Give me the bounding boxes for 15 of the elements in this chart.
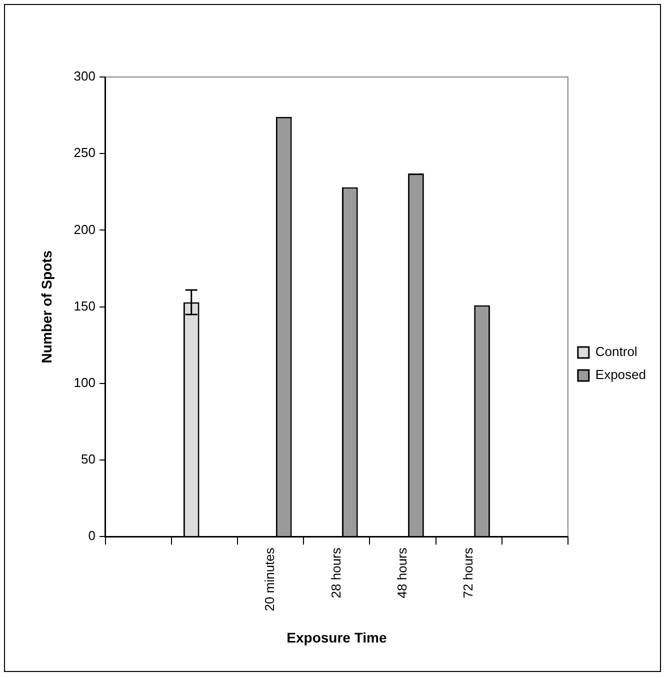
y-tick-label: 200 xyxy=(74,222,96,237)
x-tick-label: 28 hours xyxy=(328,547,344,598)
y-tick-label: 100 xyxy=(74,374,96,390)
y-tick-label: 0 xyxy=(88,528,96,544)
legend-label: Control xyxy=(595,344,638,360)
x-tick-label: 20 minutes xyxy=(262,547,278,612)
x-tick-label: 72 hours xyxy=(460,547,476,598)
y-tick-label: 150 xyxy=(74,298,96,314)
x-tick-label: 48 hours xyxy=(394,547,410,598)
y-tick-label: 250 xyxy=(74,145,96,160)
y-axis-title: Number of Spots xyxy=(38,250,54,364)
legend-label: Exposed xyxy=(595,367,646,382)
y-tick-label: 50 xyxy=(81,452,96,467)
x-axis-title: Exposure Time xyxy=(286,629,387,646)
y-tick-label: 300 xyxy=(74,68,96,84)
